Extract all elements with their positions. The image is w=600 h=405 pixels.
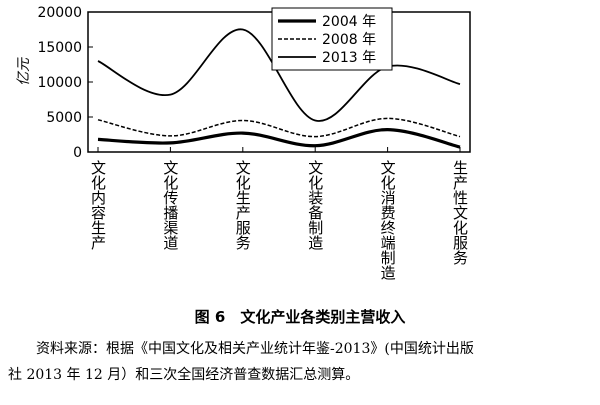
y-tick-label: 10000 <box>37 75 82 91</box>
legend-label: 2004 年 <box>322 14 376 30</box>
caption: 图 6 文化产业各类别主营收入 <box>195 308 406 326</box>
legend-label: 2013 年 <box>322 50 376 66</box>
series-line <box>97 127 461 149</box>
source-note: 资料来源：根据《中国文化及相关产业统计年鉴-2013》(中国统计出版社 2013… <box>8 341 474 383</box>
y-axis-label: 亿元 <box>16 57 32 86</box>
x-tick-label: 生产性文化服务 <box>451 160 469 266</box>
chart: 亿元 图 6 文化产业各类别主营收入 0 5000 10000 15000 20000 文… <box>16 5 471 326</box>
x-tick-label: 文化消费终端制造 <box>379 160 397 281</box>
x-tick-label: 文化传播渠道 <box>161 160 179 250</box>
y-tick-label: 20000 <box>37 5 82 21</box>
y-tick-label: 15000 <box>37 40 82 56</box>
y-tick-label: 0 <box>73 145 82 161</box>
y-tick-label: 5000 <box>46 110 82 126</box>
legend-label: 2008 年 <box>322 32 376 48</box>
series-line <box>97 117 461 138</box>
x-tick-label: 文化生产服务 <box>234 160 252 251</box>
x-tick-label: 文化内容生产 <box>89 160 107 250</box>
x-tick-label: 文化装备制造 <box>306 160 324 251</box>
